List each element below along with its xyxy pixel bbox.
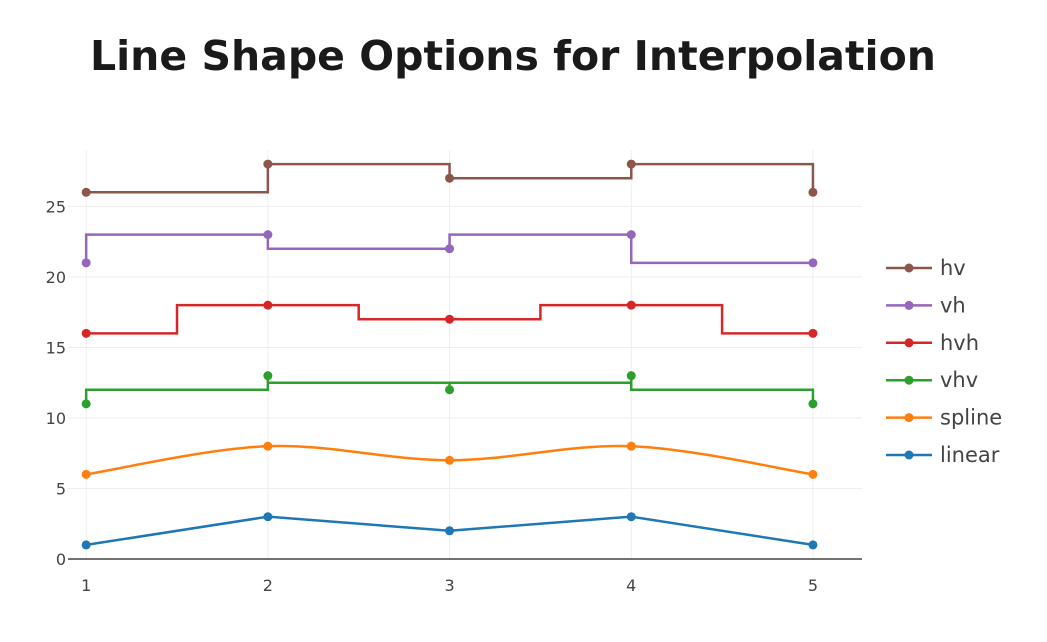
legend-item-vh: vh: [886, 293, 966, 317]
y-tick-label: 25: [46, 197, 66, 216]
data-point-hvh: [445, 314, 455, 324]
legend-label: vhv: [940, 368, 978, 392]
data-point-hvh: [81, 328, 91, 338]
legend-label: linear: [940, 443, 1000, 467]
legend-item-spline: spline: [886, 406, 1002, 430]
data-point-hv: [808, 187, 818, 197]
chart-title: Line Shape Options for Interpolation: [90, 32, 936, 80]
data-point-vh: [445, 244, 455, 254]
data-point-vhv: [445, 385, 455, 395]
legend-item-linear: linear: [886, 443, 1000, 467]
series-vh: [81, 230, 818, 268]
x-tick-label: 1: [81, 576, 91, 595]
data-point-hv: [81, 187, 91, 197]
legend-swatch-marker: [904, 450, 914, 460]
legend-swatch-marker: [904, 413, 914, 423]
y-tick-label: 20: [46, 268, 66, 287]
series-linear: [81, 512, 818, 550]
legend-label: hvh: [940, 331, 979, 355]
data-point-linear: [81, 540, 91, 550]
legend-label: vh: [940, 293, 966, 317]
data-point-linear: [626, 512, 636, 522]
x-tick-label: 5: [808, 576, 818, 595]
legend-swatch-marker: [904, 375, 914, 385]
x-tick-label: 4: [626, 576, 636, 595]
data-point-spline: [81, 469, 91, 479]
data-point-vhv: [263, 371, 273, 381]
legend: hv vh hvh vhv spline linear: [886, 256, 1002, 467]
series-spline: [81, 441, 818, 479]
legend-item-hvh: hvh: [886, 331, 979, 355]
data-point-hv: [626, 159, 636, 169]
data-point-spline: [808, 469, 818, 479]
data-point-hv: [263, 159, 273, 169]
data-point-vh: [263, 230, 273, 240]
legend-item-vhv: vhv: [886, 368, 978, 392]
series-hvh: [81, 300, 818, 338]
data-point-hvh: [263, 300, 273, 310]
grid: [68, 150, 862, 559]
data-point-hvh: [626, 300, 636, 310]
legend-label: spline: [940, 406, 1002, 430]
series-hv: [81, 159, 818, 197]
series-vhv: [81, 371, 818, 409]
data-point-vhv: [626, 371, 636, 381]
data-point-spline: [263, 441, 273, 451]
y-tick-label: 0: [56, 550, 66, 569]
data-point-spline: [626, 441, 636, 451]
plot-area: [81, 159, 818, 550]
data-point-hvh: [808, 328, 818, 338]
data-point-linear: [445, 526, 455, 536]
data-point-vh: [81, 258, 91, 268]
data-point-vhv: [81, 399, 91, 409]
legend-swatch-marker: [904, 300, 914, 310]
data-point-spline: [445, 455, 455, 465]
data-point-linear: [263, 512, 273, 522]
y-tick-label: 5: [56, 479, 66, 498]
y-tick-label: 10: [46, 409, 66, 428]
data-point-vh: [808, 258, 818, 268]
y-tick-label: 15: [46, 338, 66, 357]
x-tick-label: 3: [444, 576, 454, 595]
x-tick-label: 2: [263, 576, 273, 595]
data-point-vhv: [808, 399, 818, 409]
legend-swatch-marker: [904, 263, 914, 273]
data-point-linear: [808, 540, 818, 550]
data-point-hv: [445, 173, 455, 183]
legend-item-hv: hv: [886, 256, 966, 280]
data-point-vh: [626, 230, 636, 240]
legend-label: hv: [940, 256, 966, 280]
axes: 1 2 3 4 5 0 5 10 15 20 25: [46, 197, 862, 595]
legend-swatch-marker: [904, 338, 914, 348]
